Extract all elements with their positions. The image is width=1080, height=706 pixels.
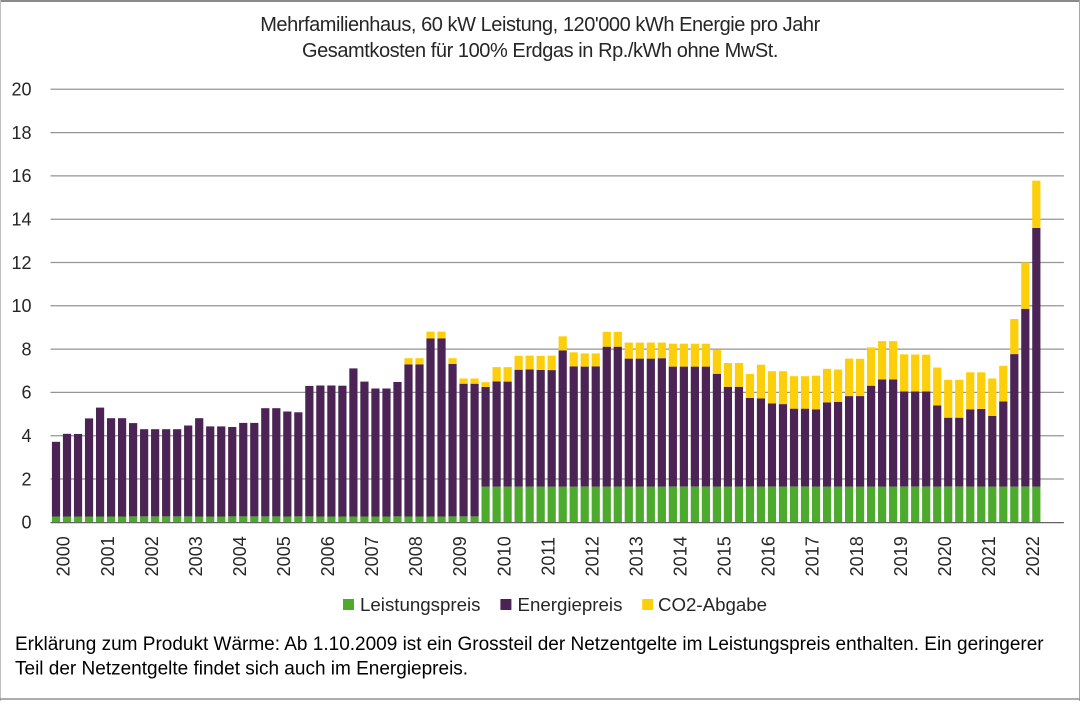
svg-text:2021: 2021 xyxy=(979,536,999,576)
svg-text:2020: 2020 xyxy=(935,536,955,576)
svg-text:2011: 2011 xyxy=(538,537,558,576)
svg-text:14: 14 xyxy=(11,210,31,230)
svg-text:2: 2 xyxy=(21,469,31,489)
svg-text:16: 16 xyxy=(11,166,31,186)
svg-text:2014: 2014 xyxy=(671,536,691,576)
svg-text:Teil der Netzentgelte findet s: Teil der Netzentgelte findet sich auch i… xyxy=(15,658,468,679)
svg-text:2018: 2018 xyxy=(847,536,867,576)
svg-text:2002: 2002 xyxy=(142,536,162,576)
svg-text:Energiepreis: Energiepreis xyxy=(518,594,623,615)
svg-text:2022: 2022 xyxy=(1023,536,1043,576)
svg-text:2004: 2004 xyxy=(230,536,250,576)
svg-text:8: 8 xyxy=(21,339,31,359)
svg-text:0: 0 xyxy=(21,513,31,533)
svg-text:2005: 2005 xyxy=(274,536,294,576)
svg-text:18: 18 xyxy=(11,123,31,143)
svg-text:Gesamtkosten für 100% Erdgas i: Gesamtkosten für 100% Erdgas in Rp./kWh … xyxy=(302,40,778,62)
svg-text:2010: 2010 xyxy=(494,536,514,576)
svg-text:2013: 2013 xyxy=(627,536,647,576)
svg-text:2003: 2003 xyxy=(186,536,206,576)
svg-text:2007: 2007 xyxy=(362,536,382,576)
svg-text:2019: 2019 xyxy=(891,536,911,576)
svg-text:2000: 2000 xyxy=(54,536,74,576)
svg-text:2008: 2008 xyxy=(406,536,426,576)
svg-text:2017: 2017 xyxy=(803,536,823,576)
svg-text:2015: 2015 xyxy=(715,536,735,576)
svg-text:CO2-Abgabe: CO2-Abgabe xyxy=(658,594,767,615)
svg-text:Erklärung zum Produkt Wärme: A: Erklärung zum Produkt Wärme: Ab 1.10.200… xyxy=(15,634,1044,655)
svg-text:6: 6 xyxy=(21,383,31,403)
svg-text:12: 12 xyxy=(11,253,31,273)
svg-text:4: 4 xyxy=(21,426,31,446)
svg-text:2009: 2009 xyxy=(450,536,470,576)
svg-text:2006: 2006 xyxy=(318,536,338,576)
svg-text:2012: 2012 xyxy=(582,536,602,576)
svg-text:Leistungspreis: Leistungspreis xyxy=(360,594,481,615)
svg-text:10: 10 xyxy=(11,296,31,316)
svg-text:20: 20 xyxy=(11,80,31,100)
svg-text:Mehrfamilienhaus, 60 kW Leistu: Mehrfamilienhaus, 60 kW Leistung, 120'00… xyxy=(260,14,820,36)
svg-text:2016: 2016 xyxy=(759,536,779,576)
svg-text:2001: 2001 xyxy=(98,536,118,576)
